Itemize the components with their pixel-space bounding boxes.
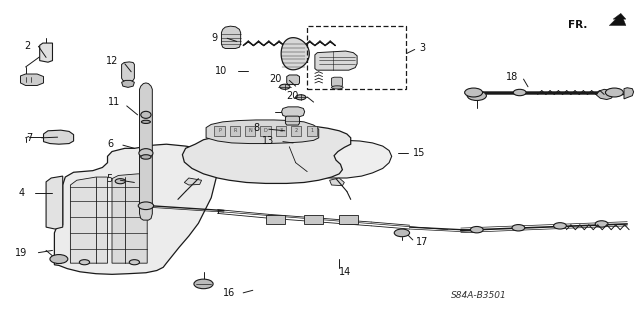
Circle shape — [296, 95, 306, 100]
Circle shape — [605, 88, 623, 97]
Text: 13: 13 — [262, 136, 274, 146]
Circle shape — [129, 260, 140, 265]
Polygon shape — [122, 80, 134, 87]
Polygon shape — [54, 144, 218, 274]
Polygon shape — [282, 107, 305, 117]
Ellipse shape — [141, 155, 151, 159]
Circle shape — [554, 223, 566, 229]
Polygon shape — [44, 130, 74, 144]
Text: 2: 2 — [24, 41, 31, 51]
Polygon shape — [332, 77, 342, 87]
Polygon shape — [182, 125, 351, 183]
Polygon shape — [280, 140, 392, 178]
Polygon shape — [294, 41, 305, 46]
Bar — [276, 126, 286, 136]
Polygon shape — [184, 178, 202, 185]
Ellipse shape — [139, 149, 153, 158]
Text: FR.: FR. — [568, 20, 588, 30]
Polygon shape — [609, 13, 626, 26]
Bar — [304, 215, 323, 224]
Text: 16: 16 — [223, 288, 236, 299]
Text: 10: 10 — [215, 66, 227, 76]
Polygon shape — [274, 41, 284, 46]
Text: 18: 18 — [506, 71, 518, 82]
Circle shape — [280, 84, 290, 89]
Text: 5: 5 — [106, 174, 112, 184]
Polygon shape — [330, 178, 344, 186]
Polygon shape — [46, 176, 63, 229]
Bar — [291, 126, 301, 136]
Text: 3: 3 — [419, 43, 426, 54]
Polygon shape — [315, 51, 357, 70]
Text: 2: 2 — [295, 128, 298, 133]
Circle shape — [467, 91, 486, 100]
Text: 7: 7 — [26, 133, 32, 143]
Text: 20: 20 — [287, 91, 299, 101]
Polygon shape — [264, 41, 274, 46]
Text: 15: 15 — [413, 148, 425, 158]
Polygon shape — [122, 62, 134, 81]
Text: 12: 12 — [106, 56, 118, 66]
Polygon shape — [624, 88, 634, 99]
Text: 14: 14 — [339, 267, 351, 277]
Circle shape — [138, 202, 154, 210]
Bar — [339, 215, 358, 224]
Ellipse shape — [141, 120, 150, 123]
Text: 19: 19 — [15, 248, 27, 258]
Polygon shape — [243, 41, 253, 46]
Text: 4: 4 — [18, 188, 24, 198]
Polygon shape — [287, 75, 300, 85]
Bar — [245, 126, 255, 136]
Polygon shape — [140, 83, 152, 220]
Polygon shape — [284, 41, 294, 46]
Circle shape — [394, 229, 410, 237]
Circle shape — [513, 89, 526, 96]
Circle shape — [470, 226, 483, 233]
Text: P: P — [218, 128, 221, 133]
Circle shape — [595, 221, 608, 227]
Bar — [230, 126, 240, 136]
Circle shape — [512, 225, 525, 231]
Text: S84A-B3501: S84A-B3501 — [451, 291, 507, 300]
Ellipse shape — [332, 86, 343, 89]
Polygon shape — [305, 41, 315, 46]
Bar — [260, 126, 271, 136]
Circle shape — [194, 279, 213, 289]
Polygon shape — [221, 26, 241, 48]
Text: 1: 1 — [310, 128, 313, 133]
Polygon shape — [596, 89, 613, 100]
Circle shape — [79, 260, 90, 265]
Circle shape — [50, 255, 68, 263]
Bar — [307, 126, 317, 136]
Bar — [266, 215, 285, 224]
Text: 11: 11 — [108, 97, 120, 107]
Text: D: D — [264, 128, 268, 133]
Polygon shape — [40, 43, 52, 62]
Text: 8: 8 — [253, 123, 259, 133]
Polygon shape — [253, 41, 264, 46]
Text: R: R — [233, 128, 237, 133]
Ellipse shape — [141, 111, 151, 118]
Text: 9: 9 — [211, 33, 218, 43]
Polygon shape — [206, 120, 319, 144]
Polygon shape — [112, 174, 147, 263]
Text: 6: 6 — [108, 139, 114, 149]
Bar — [214, 126, 225, 136]
Polygon shape — [315, 41, 325, 46]
Text: 17: 17 — [416, 237, 428, 248]
Polygon shape — [325, 41, 335, 46]
Circle shape — [465, 88, 483, 97]
Circle shape — [115, 179, 125, 184]
Polygon shape — [70, 177, 108, 263]
Polygon shape — [285, 116, 300, 125]
Polygon shape — [20, 74, 44, 85]
Text: 3: 3 — [280, 128, 282, 133]
Text: N: N — [248, 128, 252, 133]
Polygon shape — [281, 38, 309, 70]
Text: 20: 20 — [269, 74, 282, 84]
